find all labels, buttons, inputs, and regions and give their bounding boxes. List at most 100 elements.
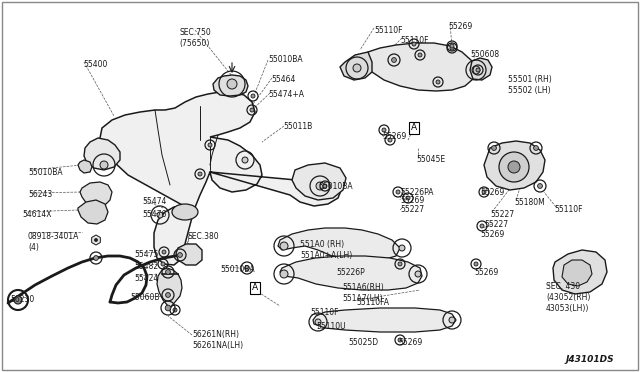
Circle shape <box>93 256 99 260</box>
Text: SEC.750
(75650): SEC.750 (75650) <box>179 28 211 48</box>
Circle shape <box>474 262 478 266</box>
Circle shape <box>242 157 248 163</box>
Circle shape <box>165 305 171 311</box>
Circle shape <box>280 270 288 278</box>
Text: 55482: 55482 <box>134 262 158 271</box>
Text: 55269: 55269 <box>382 132 406 141</box>
Polygon shape <box>280 256 422 290</box>
Text: 55476: 55476 <box>142 210 166 219</box>
Circle shape <box>436 80 440 84</box>
Polygon shape <box>78 160 92 173</box>
Text: 55400: 55400 <box>83 60 108 69</box>
Circle shape <box>398 338 402 342</box>
Text: 551A6(RH)
551A7(LH): 551A6(RH) 551A7(LH) <box>342 283 384 303</box>
Text: 55227: 55227 <box>484 220 508 229</box>
Text: 55269: 55269 <box>398 338 422 347</box>
Text: 55474+A: 55474+A <box>268 90 304 99</box>
Circle shape <box>100 161 108 169</box>
Circle shape <box>382 128 386 132</box>
Circle shape <box>392 58 396 62</box>
Circle shape <box>316 182 324 190</box>
Circle shape <box>406 196 410 200</box>
Text: A: A <box>252 283 258 292</box>
Polygon shape <box>340 52 372 80</box>
Text: 55110F: 55110F <box>400 36 429 45</box>
Circle shape <box>323 184 327 188</box>
Circle shape <box>398 262 402 266</box>
Circle shape <box>508 161 520 173</box>
Text: 55464: 55464 <box>271 75 296 84</box>
Text: 56243: 56243 <box>28 190 52 199</box>
Circle shape <box>244 266 250 270</box>
Circle shape <box>450 46 454 50</box>
Circle shape <box>162 250 166 254</box>
Text: 55180M: 55180M <box>514 198 545 207</box>
Circle shape <box>161 262 165 266</box>
Text: 56230: 56230 <box>10 295 35 304</box>
Circle shape <box>251 94 255 98</box>
Text: 55045E: 55045E <box>416 155 445 164</box>
Circle shape <box>415 271 421 277</box>
Text: 56261N(RH)
56261NA(LH): 56261N(RH) 56261NA(LH) <box>192 330 243 350</box>
Text: SEC.380: SEC.380 <box>188 232 220 241</box>
Circle shape <box>472 66 480 74</box>
Circle shape <box>492 145 497 150</box>
Circle shape <box>250 108 254 112</box>
Circle shape <box>538 184 543 188</box>
Polygon shape <box>78 200 108 224</box>
Circle shape <box>482 190 486 194</box>
Text: 08918-3401A
(4): 08918-3401A (4) <box>28 232 79 252</box>
Text: 551A0 (RH)
551A0+A(LH): 551A0 (RH) 551A0+A(LH) <box>300 240 352 260</box>
Polygon shape <box>484 141 545 190</box>
Text: 55110F: 55110F <box>310 308 339 317</box>
Circle shape <box>499 152 529 182</box>
Polygon shape <box>365 43 476 91</box>
Text: 55227: 55227 <box>490 210 514 219</box>
Polygon shape <box>292 163 346 200</box>
Circle shape <box>412 42 416 46</box>
Polygon shape <box>100 92 342 265</box>
Circle shape <box>449 317 455 323</box>
Text: 55060B: 55060B <box>130 293 159 302</box>
Circle shape <box>157 212 163 218</box>
Text: 55011B: 55011B <box>283 122 312 131</box>
Text: 55010BA: 55010BA <box>28 168 63 177</box>
Circle shape <box>388 138 392 142</box>
Text: 55227: 55227 <box>400 205 424 214</box>
Circle shape <box>208 143 212 147</box>
Text: J43101DS: J43101DS <box>566 355 614 364</box>
Text: 55474: 55474 <box>142 197 166 206</box>
Circle shape <box>198 172 202 176</box>
Circle shape <box>480 224 484 228</box>
Text: A: A <box>411 124 417 132</box>
Polygon shape <box>84 138 120 170</box>
Text: 55025D: 55025D <box>348 338 378 347</box>
Circle shape <box>280 242 288 250</box>
Text: 55475: 55475 <box>134 250 158 259</box>
Text: 55010BA: 55010BA <box>268 55 303 64</box>
Circle shape <box>450 44 454 48</box>
Text: 55110F: 55110F <box>554 205 582 214</box>
Text: SEC. 430
(43052(RH)
43053(LH)): SEC. 430 (43052(RH) 43053(LH)) <box>546 282 590 313</box>
Circle shape <box>227 79 237 89</box>
Polygon shape <box>213 75 248 96</box>
Text: 55110U: 55110U <box>316 322 346 331</box>
Polygon shape <box>176 244 202 265</box>
Circle shape <box>399 245 405 251</box>
Polygon shape <box>313 308 456 332</box>
Text: 55269: 55269 <box>480 230 504 239</box>
Circle shape <box>95 238 97 241</box>
Ellipse shape <box>172 204 198 220</box>
Text: 55110F: 55110F <box>374 26 403 35</box>
Polygon shape <box>553 250 607 294</box>
Circle shape <box>178 253 182 257</box>
Polygon shape <box>562 260 592 286</box>
Text: 55110FA: 55110FA <box>356 298 389 307</box>
Polygon shape <box>92 235 100 245</box>
Circle shape <box>418 53 422 57</box>
Text: 55226PA: 55226PA <box>400 188 433 197</box>
Text: 55501 (RH)
55502 (LH): 55501 (RH) 55502 (LH) <box>508 75 552 95</box>
Circle shape <box>166 293 170 297</box>
Circle shape <box>166 270 170 275</box>
Text: 55269: 55269 <box>480 188 504 197</box>
